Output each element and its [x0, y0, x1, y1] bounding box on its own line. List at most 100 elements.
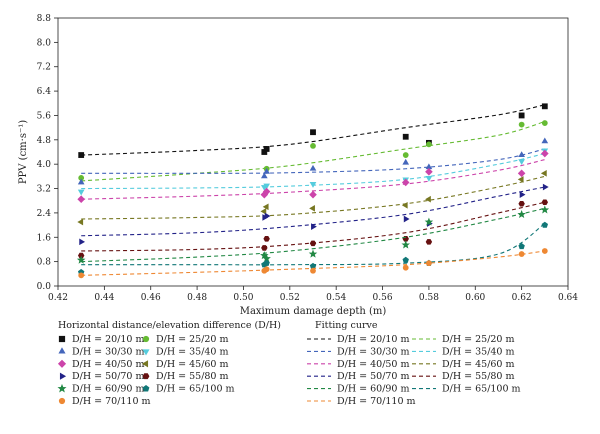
data-point-shape [263, 183, 270, 190]
data-point [541, 137, 549, 144]
data-point [263, 266, 270, 273]
legend-marker-label: D/H = 65/100 m [156, 384, 235, 395]
data-point [261, 245, 268, 251]
data-point-shape [311, 223, 317, 230]
y-tick-label: 0.0 [37, 282, 52, 292]
legend-marker-shape [59, 372, 67, 380]
data-point-shape [261, 245, 268, 251]
data-point [518, 159, 525, 165]
data-point-shape [401, 240, 410, 249]
data-point-shape [263, 236, 270, 242]
data-point [541, 149, 549, 158]
data-point [309, 182, 317, 188]
data-point-shape [77, 189, 85, 196]
y-tick-label: 3.2 [37, 185, 51, 195]
legend-curves-title: Fitting curve [315, 320, 378, 331]
data-point-shape [402, 256, 409, 263]
data-point-shape [309, 205, 315, 212]
legend-marker [142, 335, 150, 343]
data-point [541, 120, 548, 126]
y-tick-label: 1.6 [37, 233, 52, 243]
legend-marker [141, 360, 149, 368]
data-point [519, 191, 526, 198]
series-1 [78, 120, 548, 182]
legend-line-label: D/H = 25/20 m [442, 334, 515, 345]
y-tick-label: 5.6 [37, 111, 52, 121]
fit-curve [81, 201, 545, 252]
fit-curve [81, 121, 545, 182]
legend-marker [142, 349, 150, 356]
data-point-shape [426, 260, 432, 267]
legend-marker-shape [142, 335, 150, 343]
legend-marker-label: D/H = 50/70 m [72, 371, 145, 382]
legend-marker [58, 335, 66, 343]
fit-curve [81, 152, 545, 190]
data-point-shape [518, 112, 525, 119]
data-point [263, 259, 270, 266]
data-point-shape [402, 158, 410, 165]
legend-line-label: D/H = 40/50 m [337, 359, 410, 370]
data-point-shape [402, 264, 409, 271]
data-point-shape [77, 195, 85, 204]
data-point-shape [540, 169, 547, 177]
data-point-shape [517, 209, 526, 219]
legend-marker-label: D/H = 30/30 m [72, 346, 145, 357]
data-point [518, 121, 525, 128]
legend-marker-label: D/H = 55/80 m [156, 371, 229, 382]
data-point-shape [425, 239, 433, 245]
data-point-shape [542, 183, 549, 191]
data-point [264, 212, 271, 220]
data-point [540, 169, 547, 177]
series-10 [78, 248, 548, 279]
data-point [403, 215, 410, 223]
legend-line-label: D/H = 50/70 m [337, 371, 410, 382]
legend-line-label: D/H = 65/100 m [442, 384, 521, 395]
data-point [518, 251, 525, 257]
data-point-shape [541, 149, 549, 158]
data-point-shape [310, 267, 316, 274]
data-point [310, 143, 316, 149]
data-point-shape [263, 146, 270, 152]
legend-marker [142, 373, 150, 380]
data-point [518, 200, 525, 207]
data-point [309, 190, 317, 199]
data-point-shape [77, 252, 85, 259]
data-point [77, 189, 85, 196]
data-point [263, 236, 270, 242]
legend: Horizontal distance/elevation difference… [57, 320, 521, 407]
legend-marker-shape [142, 349, 150, 356]
legend-marker [57, 383, 67, 393]
fit-curve [81, 175, 545, 220]
data-point [517, 169, 526, 178]
data-point [311, 223, 317, 230]
fit-curve [81, 148, 545, 174]
data-point-shape [424, 217, 434, 226]
fit-curve [81, 207, 545, 263]
x-tick-label: 0.50 [233, 293, 253, 303]
data-point-shape [517, 169, 526, 178]
y-tick-label: 8.0 [37, 38, 52, 48]
legend-marker-shape [58, 397, 66, 405]
series-4 [77, 149, 549, 204]
data-point [540, 205, 550, 214]
data-point [78, 152, 85, 158]
y-tick-label: 4.0 [37, 160, 52, 170]
data-point-shape [541, 137, 549, 144]
data-point-shape [540, 205, 550, 214]
fit-curve [81, 223, 546, 266]
legend-marker [58, 397, 66, 405]
data-point [78, 272, 85, 279]
data-point [402, 152, 409, 158]
data-point [426, 260, 432, 267]
data-point [77, 218, 84, 226]
legend-line-label: D/H = 30/30 m [337, 346, 410, 357]
data-point [425, 239, 433, 245]
legend-marker-label: D/H = 45/60 m [156, 359, 229, 370]
data-point [541, 221, 549, 228]
legend-marker-label: D/H = 35/40 m [156, 346, 229, 357]
data-point [425, 167, 433, 176]
x-tick-label: 0.44 [94, 293, 114, 303]
data-point-shape [541, 103, 548, 110]
x-tick-label: 0.42 [48, 293, 68, 303]
